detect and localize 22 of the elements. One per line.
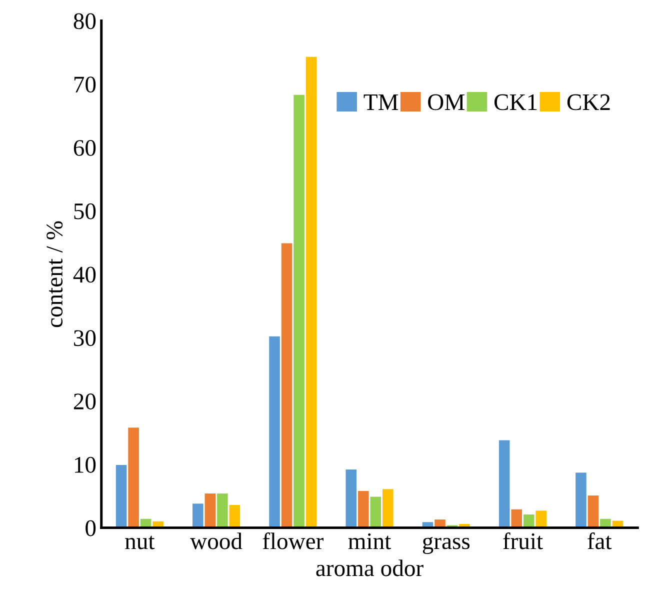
y-tick-label: 60	[74, 140, 96, 156]
legend-label: OM	[428, 94, 464, 110]
x-axis-title: aroma odor	[316, 560, 424, 576]
x-tick-label: wood	[190, 532, 242, 550]
x-tick-label: grass	[422, 536, 470, 554]
y-tick-label: 50	[74, 203, 96, 220]
y-tick-label: 0	[86, 520, 96, 536]
x-tick-label: mint	[348, 533, 392, 550]
legend-label: CK1	[494, 94, 537, 110]
y-tick-label: 30	[74, 330, 96, 346]
y-tick-label: 20	[74, 394, 96, 410]
x-tick-label: flower	[262, 532, 324, 550]
x-tick-label: fat	[588, 532, 612, 550]
y-tick-label: 70	[74, 76, 96, 93]
legend-label: CK2	[567, 94, 610, 110]
y-tick-label: 80	[74, 13, 96, 30]
y-tick-label: 10	[74, 456, 96, 473]
legend-label: TM	[364, 94, 398, 110]
x-tick-label: fruit	[503, 532, 543, 550]
x-tick-label: nut	[125, 536, 155, 550]
y-tick-label: 40	[73, 266, 96, 283]
y-axis-title: content / %	[46, 221, 63, 328]
